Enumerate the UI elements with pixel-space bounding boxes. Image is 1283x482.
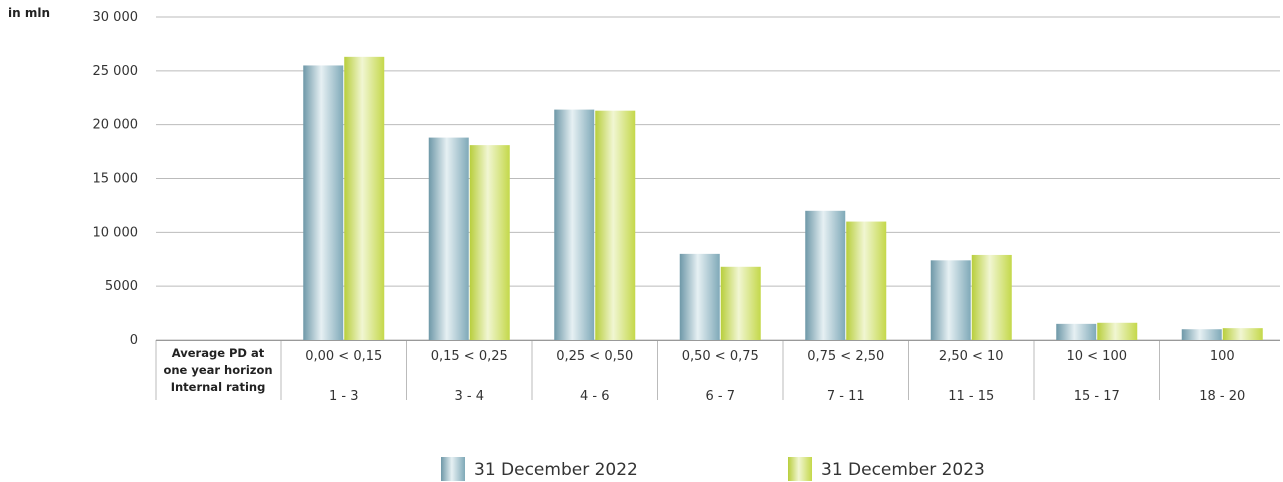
gridlines [156, 16, 1280, 341]
pd-range-label: 10 < 100 [1066, 349, 1127, 364]
rating-label: 1 - 3 [329, 389, 359, 404]
bar-2023 [1097, 322, 1138, 340]
bar-2023 [971, 254, 1012, 340]
pd-range-label: 100 [1210, 349, 1235, 364]
bar-2023 [469, 145, 510, 340]
category-table: Average PD at one year horizon Internal … [155, 340, 1280, 404]
bar-2022 [1181, 329, 1222, 340]
rating-label: 11 - 15 [948, 389, 994, 404]
bar-2022 [805, 210, 846, 340]
rating-label: 7 - 11 [827, 389, 865, 404]
unit-label: in mln [8, 6, 50, 20]
rating-label: 6 - 7 [706, 389, 736, 404]
y-tick-label: 10 000 [93, 225, 139, 240]
rating-label: 15 - 17 [1074, 389, 1120, 404]
pd-range-label: 0,00 < 0,15 [305, 349, 382, 364]
bar-2023 [1222, 328, 1263, 340]
y-tick-label: 30 000 [93, 10, 139, 25]
bar-2022 [428, 137, 469, 340]
bar-2023 [595, 110, 636, 340]
bar-2022 [930, 260, 971, 340]
bars [303, 56, 1263, 341]
pd-range-label: 0,75 < 2,50 [807, 349, 884, 364]
pd-range-label: 2,50 < 10 [939, 349, 1004, 364]
pd-range-label: 0,15 < 0,25 [431, 349, 508, 364]
legend-label-2023: 31 December 2023 [821, 460, 985, 480]
y-tick-label: 0 [130, 333, 138, 348]
legend-swatch-2023 [788, 457, 812, 481]
rating-label: 4 - 6 [580, 389, 610, 404]
pd-range-label: 0,50 < 0,75 [682, 349, 759, 364]
bar-2022 [1056, 323, 1097, 340]
bar-2023 [846, 221, 887, 340]
legend-label-2022: 31 December 2022 [474, 460, 638, 480]
bar-2022 [554, 109, 595, 341]
bar-2023 [720, 266, 761, 340]
y-tick-label: 5000 [105, 279, 138, 294]
y-tick-label: 25 000 [93, 64, 139, 79]
row-header-rating: Internal rating [171, 380, 266, 394]
row-header-pd-line2: one year horizon [163, 363, 272, 377]
rating-label: 18 - 20 [1199, 389, 1245, 404]
legend: 31 December 2022 31 December 2023 [441, 457, 985, 481]
y-tick-label: 20 000 [93, 118, 139, 133]
legend-swatch-2022 [441, 457, 465, 481]
y-tick-label: 15 000 [93, 172, 139, 187]
bar-2022 [303, 65, 344, 340]
pd-range-label: 0,25 < 0,50 [556, 349, 633, 364]
rating-label: 3 - 4 [455, 389, 485, 404]
y-axis-ticks: 0 5000 10 000 15 000 20 000 25 000 30 000 [93, 10, 139, 348]
bar-2023 [344, 56, 385, 340]
bar-2022 [679, 253, 720, 340]
row-header-pd-line1: Average PD at [172, 346, 265, 360]
